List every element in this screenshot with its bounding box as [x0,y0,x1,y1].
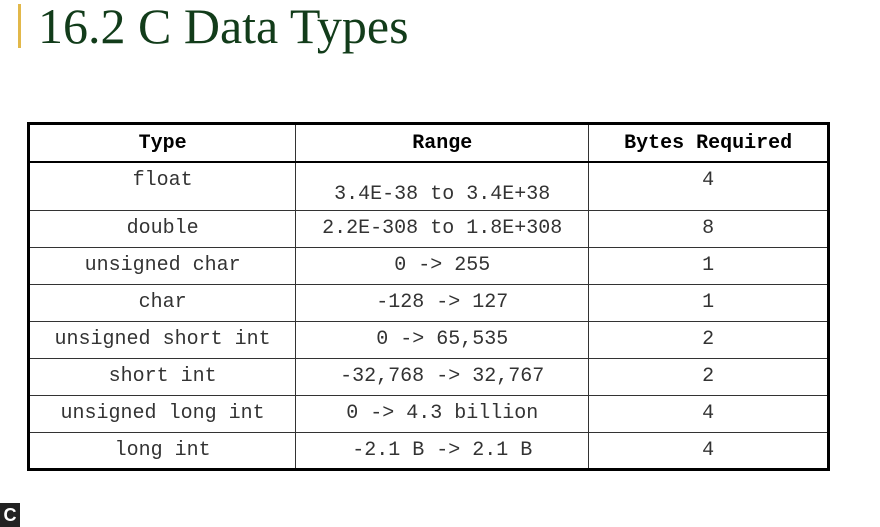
table-row: long int -2.1 B -> 2.1 B 4 [27,431,829,470]
corner-badge: C [0,503,20,527]
type-cell: short int [27,357,297,396]
data-types-table: Type Range Bytes Required float 3.4E-38 … [27,122,830,471]
bytes-cell: 4 [588,394,829,433]
type-cell: unsigned char [27,246,297,285]
type-cell: unsigned short int [27,320,297,359]
table-row: double 2.2E-308 to 1.8E+308 8 [27,209,829,248]
table-header-row: Type Range Bytes Required [27,123,829,163]
bytes-cell: 4 [588,161,829,211]
table-row: float 3.4E-38 to 3.4E+38 4 [27,161,829,211]
header-bytes: Bytes Required [588,123,829,163]
header-range: Range [295,123,590,163]
type-cell: double [27,209,297,248]
table-row: unsigned long int 0 -> 4.3 billion 4 [27,394,829,433]
table-row: unsigned char 0 -> 255 1 [27,246,829,285]
bytes-cell: 8 [588,209,829,248]
range-cell: 0 -> 255 [295,246,590,285]
type-cell: unsigned long int [27,394,297,433]
range-cell: 3.4E-38 to 3.4E+38 [295,161,590,211]
bytes-cell: 1 [588,283,829,322]
bytes-cell: 1 [588,246,829,285]
bytes-cell: 4 [588,431,829,470]
range-cell: 2.2E-308 to 1.8E+308 [295,209,590,248]
type-cell: long int [27,431,297,470]
table-row: char -128 -> 127 1 [27,283,829,322]
header-type: Type [27,123,297,163]
slide-title: 16.2 C Data Types [38,0,409,54]
range-cell: 0 -> 65,535 [295,320,590,359]
title-accent-bar [18,4,21,48]
bytes-cell: 2 [588,320,829,359]
range-cell: -128 -> 127 [295,283,590,322]
bytes-cell: 2 [588,357,829,396]
type-cell: char [27,283,297,322]
table-row: short int -32,768 -> 32,767 2 [27,357,829,396]
range-cell: -32,768 -> 32,767 [295,357,590,396]
range-cell: -2.1 B -> 2.1 B [295,431,590,470]
range-cell: 0 -> 4.3 billion [295,394,590,433]
type-cell: float [27,161,297,211]
table-row: unsigned short int 0 -> 65,535 2 [27,320,829,359]
